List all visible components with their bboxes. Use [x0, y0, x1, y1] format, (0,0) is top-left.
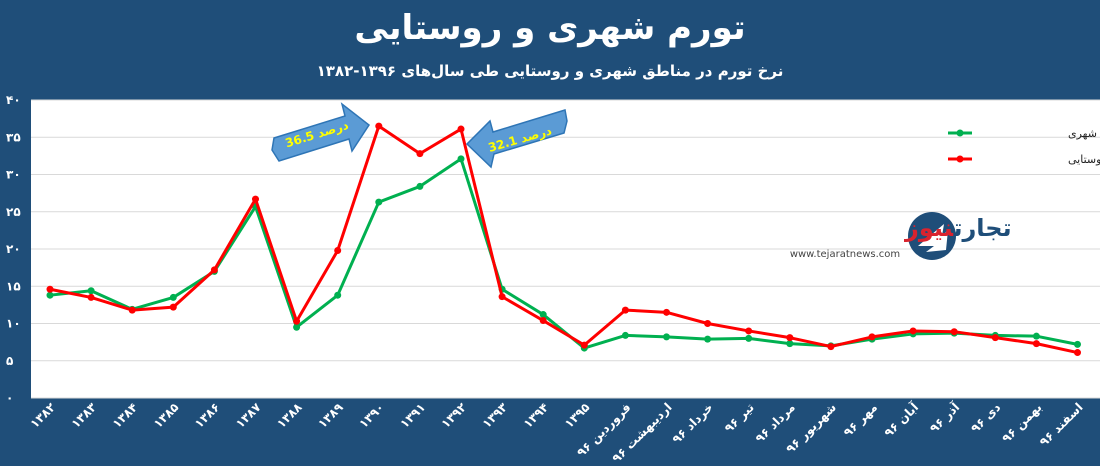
data-point-urban	[1074, 340, 1081, 348]
data-point-rural	[663, 308, 670, 316]
series-line-rural	[49, 124, 1078, 355]
x-tick-label: ۱۳۸۵	[151, 400, 182, 431]
x-tick-label: خرداد ۹۶	[669, 400, 715, 446]
data-point-urban	[375, 198, 383, 206]
gridlines	[31, 99, 1100, 399]
y-tick-label: ۵	[6, 354, 13, 368]
data-point-urban	[1032, 332, 1040, 340]
x-tick-label: ۱۳۸۸	[274, 400, 305, 431]
x-tick-label: ۱۳۸۲	[28, 400, 59, 431]
x-tick-label: ۱۳۸۳	[69, 400, 100, 431]
x-tick-label: ۱۳۹۳	[480, 400, 511, 431]
data-point-urban	[457, 155, 465, 163]
x-tick-label: ۱۳۸۶	[192, 400, 223, 431]
data-point-rural	[745, 327, 753, 335]
data-point-urban	[621, 331, 629, 339]
data-point-urban	[745, 334, 753, 342]
x-tick-label: دی ۹۶	[968, 400, 1003, 435]
data-point-rural	[169, 303, 177, 311]
y-tick-label: ۳۵	[6, 130, 21, 144]
callout-arrow-left	[465, 109, 568, 169]
legend-marker-rural	[956, 155, 964, 163]
data-point-rural	[87, 293, 95, 301]
x-tick-label: ۱۳۹۴	[521, 400, 552, 431]
x-tick-label: تیر ۹۶	[722, 400, 757, 435]
x-tick-label: ۱۳۸۴	[110, 400, 141, 431]
data-point-rural	[416, 150, 424, 158]
data-point-urban	[786, 340, 794, 348]
data-point-rural	[704, 320, 712, 327]
data-point-rural	[1032, 340, 1040, 348]
data-point-urban	[169, 293, 177, 301]
data-point-rural	[909, 327, 917, 335]
data-point-rural	[1074, 349, 1081, 357]
x-tick-label: ۱۳۸۷	[233, 400, 264, 431]
logo-arrow-icon	[918, 224, 948, 252]
x-tick-label: ۱۳۹۱	[397, 400, 428, 431]
y-tick-label: ۰	[6, 391, 13, 405]
data-point-urban	[416, 182, 424, 190]
legend-label-urban: تورم مناطق شهری	[1068, 127, 1100, 141]
data-point-rural	[950, 328, 958, 336]
logo-url: www.tejaratnews.com	[790, 249, 900, 260]
data-point-rural	[827, 343, 835, 351]
x-tick-label: آبان ۹۶	[881, 399, 922, 440]
data-point-rural	[580, 341, 588, 349]
series-lines	[46, 122, 1081, 357]
x-tick-label: مهر ۹۶	[841, 400, 880, 439]
data-point-rural	[128, 306, 136, 314]
data-point-rural	[293, 317, 301, 325]
x-tick-label: ۱۳۹۵	[562, 400, 593, 431]
data-point-rural	[46, 285, 54, 293]
y-tick-label: ۲۵	[6, 205, 21, 219]
y-tick-label: ۴۰	[6, 93, 21, 107]
y-tick-label: ۱۰	[6, 317, 21, 331]
data-point-urban	[293, 323, 301, 331]
data-point-rural	[210, 266, 218, 274]
chart-title: تورم شهری و روستایی	[354, 8, 746, 48]
data-point-urban	[704, 335, 712, 343]
y-tick-label: ۳۰	[6, 168, 21, 182]
data-point-urban	[539, 311, 547, 319]
data-point-rural	[375, 122, 383, 130]
data-point-urban	[334, 291, 342, 299]
data-point-rural	[457, 125, 465, 133]
x-axis-ticks: ۱۳۸۲ ۱۳۸۳ ۱۳۸۴ ۱۳۸۵ ۱۳۸۶ ۱۳۸۷ ۱۳۸۸ ۱۳۸۹ ۱۳۹۰ ۱۳۹۱…	[28, 399, 1086, 466]
data-point-rural	[334, 246, 342, 254]
chart-subtitle: نرخ تورم در مناطق شهری و روستایی طی سال‌…	[316, 62, 784, 80]
callout-rural-peak: 36.5 درصد	[271, 102, 371, 162]
data-point-rural	[786, 334, 794, 342]
x-tick-label: آذر ۹۶	[926, 399, 963, 436]
data-point-rural	[498, 293, 506, 301]
data-point-rural	[621, 306, 629, 314]
data-point-rural	[539, 317, 547, 325]
data-point-rural	[252, 195, 259, 203]
data-point-rural	[991, 334, 999, 342]
y-tick-label: ۱۵	[6, 279, 21, 293]
y-tick-label: ۲۰	[6, 242, 21, 256]
legend-marker-urban	[956, 129, 964, 137]
tejaratnews-logo: تجارتنیوز www.tejaratnews.com	[790, 212, 1012, 260]
legend-label-rural: تورم مناطق روستایی	[1068, 153, 1100, 167]
legend: تورم مناطق شهری تورم مناطق روستایی	[948, 127, 1100, 167]
callout-arrow-right	[271, 102, 371, 162]
y-axis-ticks: ۰ ۵ ۱۰ ۱۵ ۲۰ ۲۵ ۳۰ ۳۵ ۴۰	[6, 93, 21, 405]
x-tick-label: ۱۳۹۲	[439, 400, 470, 431]
data-point-urban	[87, 287, 95, 295]
data-point-rural	[868, 333, 876, 341]
x-tick-label: ۱۳۸۹	[315, 400, 346, 431]
data-point-urban	[46, 291, 54, 299]
logo-wordmark: تجارتنیوز	[904, 214, 1012, 242]
data-point-urban	[663, 333, 670, 341]
x-tick-label: ۱۳۹۰	[356, 400, 387, 431]
x-tick-label: اسفند ۹۶	[1037, 400, 1086, 449]
